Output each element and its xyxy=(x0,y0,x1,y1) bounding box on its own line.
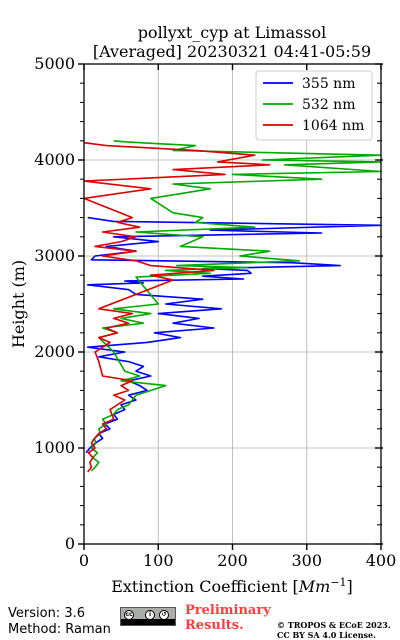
y-tick-label: 1000 xyxy=(34,438,75,457)
x-axis-label: Extinction Coefficient [Mm−1] xyxy=(111,576,353,596)
preliminary-label: Preliminary xyxy=(185,603,271,618)
chart-title: pollyxt_cyp at Limassol xyxy=(138,23,327,42)
series-lines xyxy=(83,140,382,473)
legend-label: 355 nm xyxy=(302,76,355,92)
legend-items: 355 nm 532 nm 1064 nm xyxy=(263,76,364,134)
license-label: CC BY SA 4.0 License. xyxy=(277,630,376,640)
cc-license-icon: cc i ↺ xyxy=(120,607,176,626)
legend-box xyxy=(255,70,373,141)
copyright-label: © TROPOS & ECoE 2023. xyxy=(277,620,391,630)
results-label: Results. xyxy=(185,618,244,633)
y-tick-label: 0 xyxy=(65,534,75,553)
axis-ticks: 0 1000 2000 3000 4000 5000 0 100 200 300 400 xyxy=(34,54,396,570)
x-tick-label: 400 xyxy=(366,551,397,570)
legend-label: 532 nm xyxy=(302,97,355,113)
x-tick-label: 0 xyxy=(79,551,89,570)
y-tick-label: 2000 xyxy=(34,342,75,361)
x-tick-label: 200 xyxy=(217,551,248,570)
y-axis-label: Height (m) xyxy=(9,260,28,348)
series-line-355-nm xyxy=(85,216,382,454)
series-line-1064-nm xyxy=(83,141,271,473)
x-tick-label: 100 xyxy=(143,551,174,570)
y-tick-label: 3000 xyxy=(34,246,75,265)
legend-label: 1064 nm xyxy=(302,118,364,134)
y-tick-label: 4000 xyxy=(34,150,75,169)
version-label: Version: 3.6 xyxy=(8,606,85,621)
method-label: Method: Raman xyxy=(8,622,111,637)
chart-subtitle: [Averaged] 20230321 04:41-05:59 xyxy=(93,42,371,61)
legend: 355 nm 532 nm 1064 nm xyxy=(255,70,373,141)
cc-badge-bar xyxy=(121,619,175,625)
y-tick-label: 5000 xyxy=(34,54,75,73)
x-tick-label: 300 xyxy=(291,551,322,570)
